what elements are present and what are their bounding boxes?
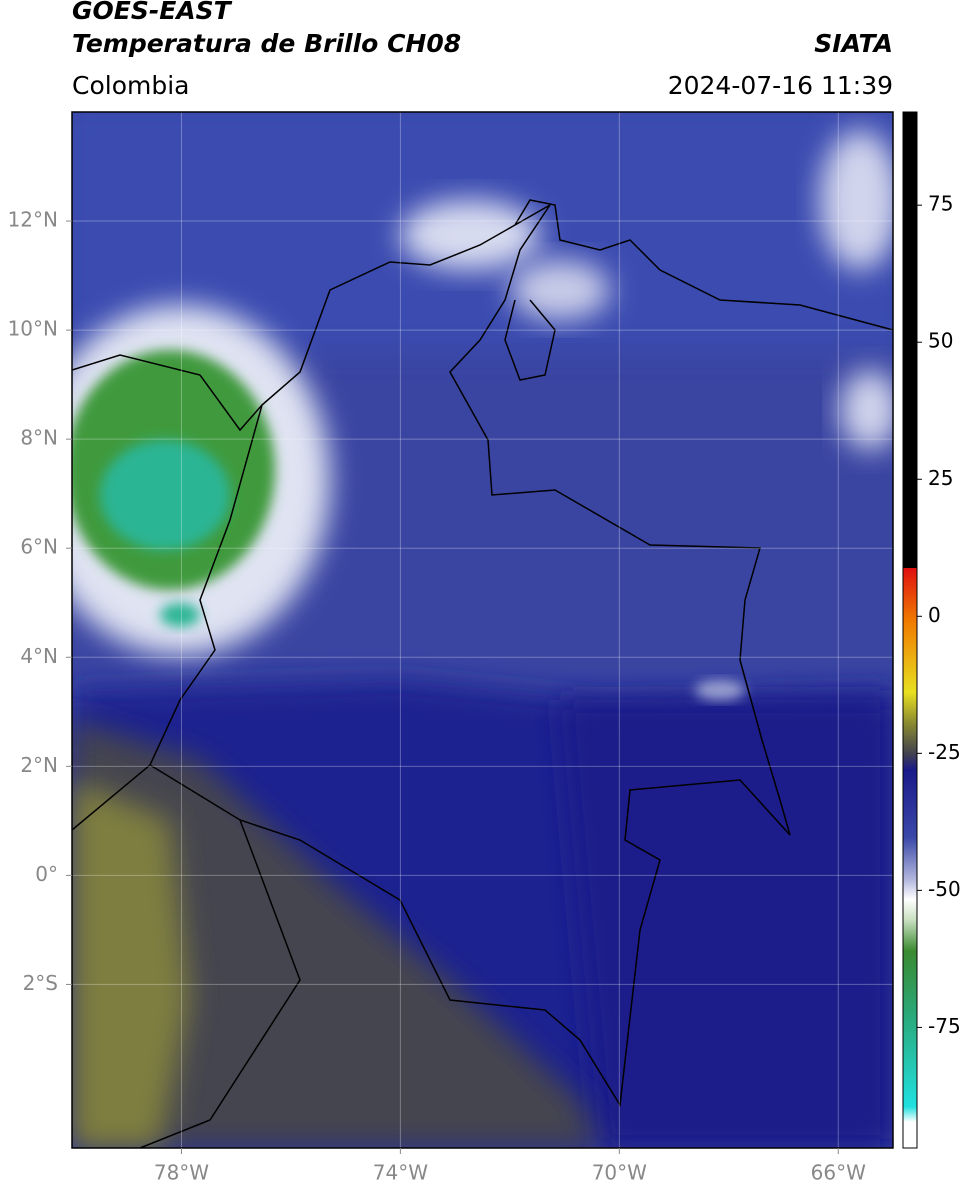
subtitle: Temperatura de Brillo CH08 — [72, 29, 461, 58]
graticule — [72, 112, 893, 1148]
lat-tick-label: 10°N — [8, 317, 58, 341]
colorbar-tick-label: 0 — [928, 603, 941, 627]
lon-tick-label: 66°W — [811, 1161, 866, 1185]
lat-tick-label: 6°N — [20, 535, 58, 559]
lon-tick-label: 78°W — [154, 1161, 209, 1185]
colorbar-tick-label: -50 — [928, 877, 961, 901]
source: SIATA — [814, 29, 893, 58]
lat-tick-label: 2°N — [20, 753, 58, 777]
lat-tick-label: 12°N — [8, 208, 58, 232]
colorbar-tick-label: 25 — [928, 466, 953, 490]
lon-tick-label: 74°W — [373, 1161, 428, 1185]
lat-tick-label: 0° — [35, 862, 58, 886]
colorbar-tick-label: -75 — [928, 1014, 961, 1038]
region: Colombia — [72, 71, 189, 100]
lon-tick-label: 70°W — [592, 1161, 647, 1185]
lat-tick-label: 8°N — [20, 426, 58, 450]
colorbar-tick-label: 50 — [928, 329, 953, 353]
colorbar-tick-label: -25 — [928, 740, 961, 764]
map-frame — [71, 111, 894, 1149]
satellite-image — [72, 112, 893, 1148]
colorbar-tick-label: 75 — [928, 192, 953, 216]
timestamp: 2024-07-16 11:39 — [668, 71, 893, 100]
lat-tick-label: 4°N — [20, 644, 58, 668]
lat-tick-label: 2°S — [23, 971, 58, 995]
borders — [72, 199, 893, 1148]
title: GOES-EAST — [72, 0, 233, 25]
colorbar — [902, 111, 918, 1149]
